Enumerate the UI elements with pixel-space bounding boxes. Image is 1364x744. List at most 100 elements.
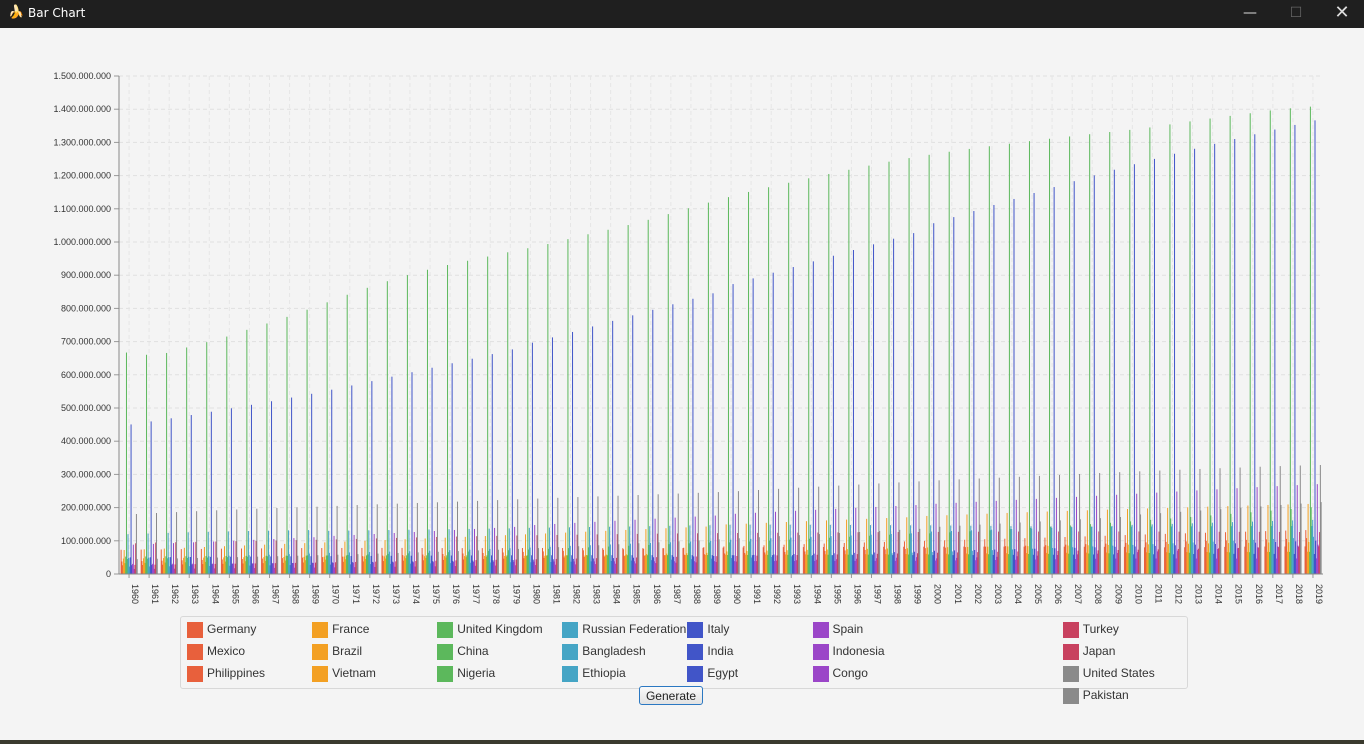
bar [1114, 546, 1116, 574]
generate-button[interactable]: Generate [639, 686, 703, 705]
bar [704, 554, 706, 574]
bar [307, 555, 309, 574]
bar [424, 538, 426, 574]
bar [1052, 554, 1054, 574]
bar [830, 536, 832, 574]
bar [297, 555, 299, 574]
bar [331, 562, 333, 574]
bar [665, 528, 667, 574]
bar [403, 556, 405, 574]
maximize-button[interactable]: ☐ [1289, 5, 1303, 21]
bar [166, 558, 168, 574]
bar [347, 554, 349, 574]
bar [994, 549, 996, 574]
bar [548, 527, 550, 574]
bar [337, 554, 339, 574]
bar [596, 534, 598, 574]
bar [182, 564, 184, 574]
bar [436, 502, 438, 574]
bar [1307, 503, 1309, 574]
bar [946, 515, 948, 574]
bar [1308, 541, 1310, 574]
bar [1231, 522, 1233, 574]
bar [1088, 553, 1090, 574]
bar [693, 556, 695, 574]
bar [231, 563, 233, 574]
bar [574, 522, 576, 574]
bar [1104, 535, 1106, 574]
bar [690, 541, 692, 574]
legend-swatch [437, 622, 454, 638]
bar [1089, 134, 1091, 574]
bar [184, 562, 186, 574]
legend-item: Philippines [187, 666, 265, 684]
minimize-button[interactable]: — [1243, 5, 1257, 21]
bar [887, 554, 889, 574]
bar [1173, 554, 1175, 574]
bar [785, 522, 787, 574]
bar [554, 523, 556, 574]
bar [1145, 542, 1147, 574]
x-tick-label: 1992 [772, 584, 782, 604]
bar [1194, 544, 1196, 574]
bar [1320, 502, 1322, 574]
bar [134, 564, 136, 574]
bar [642, 548, 644, 574]
bar [556, 534, 558, 574]
bar [189, 566, 191, 574]
bar [249, 565, 251, 574]
bar [710, 558, 712, 574]
bar [403, 560, 405, 574]
bar [433, 562, 435, 574]
bar [543, 557, 545, 574]
bar [1098, 531, 1100, 574]
legend-swatch [562, 666, 579, 682]
bar [172, 563, 174, 574]
bar [602, 549, 604, 574]
bar [983, 546, 985, 574]
bar [646, 555, 648, 574]
bar [328, 552, 330, 574]
bar [206, 342, 208, 574]
bar [1099, 473, 1101, 574]
bar [1144, 547, 1146, 574]
bar [792, 267, 794, 574]
bar [385, 558, 387, 574]
bar [1184, 547, 1186, 574]
bar [262, 563, 264, 574]
bar [215, 541, 217, 574]
bar [1015, 559, 1017, 574]
bar [1174, 545, 1176, 574]
bar [1153, 158, 1155, 575]
bar [267, 556, 269, 574]
bar [814, 560, 816, 574]
bar [627, 225, 629, 574]
bar [968, 148, 970, 574]
bar [857, 532, 859, 574]
bar [1200, 510, 1202, 574]
bar [387, 553, 389, 574]
bar [223, 557, 225, 574]
bar [203, 547, 205, 574]
bar [410, 555, 412, 574]
bar [772, 272, 774, 574]
x-tick-label: 2008 [1093, 584, 1103, 604]
bar [615, 557, 617, 574]
close-button[interactable]: ✕ [1334, 2, 1350, 23]
legend-swatch [1062, 666, 1079, 682]
bar [611, 555, 613, 574]
bar [683, 547, 685, 574]
bar [486, 555, 488, 574]
bar [1213, 553, 1215, 574]
bar [1004, 538, 1006, 574]
bar [180, 549, 182, 574]
bar [913, 551, 915, 574]
bar [957, 531, 959, 574]
bar [1019, 522, 1021, 574]
bar [465, 557, 467, 574]
bar [736, 555, 738, 574]
bar [737, 532, 739, 574]
bar [833, 553, 835, 574]
bar [935, 503, 937, 574]
bar [1147, 508, 1149, 574]
